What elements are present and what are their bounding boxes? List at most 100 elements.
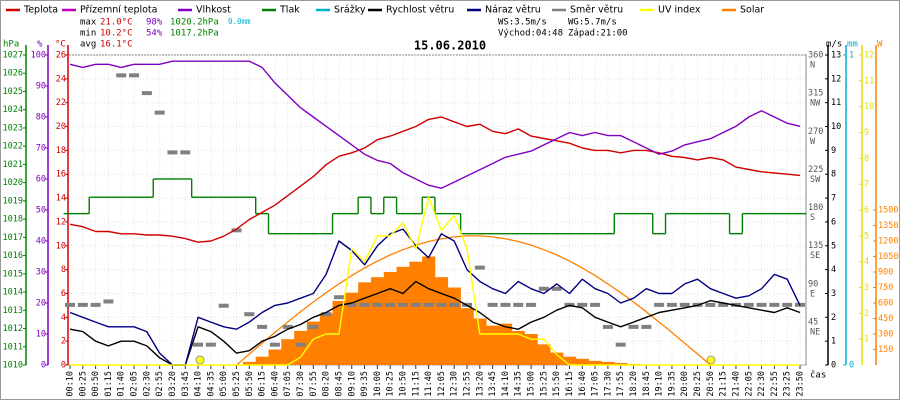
x-tick-label: 23:25 <box>783 371 793 397</box>
direction-compass-label: S <box>810 213 815 223</box>
x-tick-label: 08:20 <box>322 371 332 397</box>
x-tick-label: 07:30 <box>296 371 306 397</box>
direction-tick-label: 180 <box>808 203 823 213</box>
x-tick-label: 12:30 <box>450 371 460 397</box>
y-tick-label: 1012 <box>3 324 23 334</box>
y-tick-label: 900 <box>878 268 893 278</box>
direction-mark <box>718 302 729 307</box>
direction-tick-label: 135 <box>808 241 823 251</box>
direction-mark <box>269 342 280 347</box>
series-line <box>69 228 801 366</box>
y-tick-label: 90 <box>36 82 46 92</box>
y-tick-label: 1023 <box>3 123 23 133</box>
x-tick-label: 21:40 <box>731 371 741 397</box>
x-tick-label: 20:25 <box>693 371 703 397</box>
solar-clear-sky-line <box>236 235 711 366</box>
x-tick-label: 19:35 <box>667 371 677 397</box>
y-tick-label: 20 <box>56 122 66 132</box>
direction-mark <box>628 324 639 329</box>
y-tick-label: 10 <box>864 102 874 112</box>
y-tick-label: 600 <box>878 299 893 309</box>
series-line <box>69 60 801 189</box>
y-tick-label: 30 <box>36 268 46 278</box>
x-tick-label: 04:10 <box>194 371 204 397</box>
y-tick-label: 1020 <box>3 178 23 188</box>
direction-mark <box>77 302 88 307</box>
legend-label: Náraz větru <box>485 5 541 16</box>
x-tick-label: 10:25 <box>386 371 396 397</box>
y-tick-label: 1013 <box>3 306 23 316</box>
stat-hum: 54% <box>146 29 163 39</box>
x-tick-label: 11:15 <box>411 371 421 397</box>
solar-bar <box>319 313 333 365</box>
direction-mark <box>743 302 754 307</box>
wind-info: Západ:21:00 <box>568 29 628 39</box>
solar-bar <box>370 277 385 365</box>
y-tick-label: 1019 <box>3 196 23 206</box>
x-tick-label: 06:15 <box>258 371 268 397</box>
direction-mark <box>782 302 793 307</box>
x-tick-label: 17:30 <box>603 371 613 397</box>
x-tick-label: 03:45 <box>181 371 191 397</box>
y-tick-label: 10 <box>831 122 841 132</box>
stat-hum: 98% <box>146 18 163 28</box>
direction-mark <box>295 342 306 347</box>
direction-mark <box>346 302 357 307</box>
wind-info: Východ:04:48 <box>498 29 563 39</box>
y-tick-label: 4 <box>864 257 869 267</box>
stat-label: min <box>80 29 96 39</box>
data <box>63 60 807 366</box>
x-tick-label: 14:10 <box>501 371 511 397</box>
x-tick-label: 13:45 <box>488 371 498 397</box>
y-tick-label: 0 <box>41 361 46 371</box>
y-tick-label: 0 <box>849 361 854 371</box>
solar-bar <box>422 256 436 365</box>
solar-bar <box>563 356 577 365</box>
legend-label: Teplota <box>23 5 58 16</box>
x-tick-label: 22:30 <box>757 371 767 397</box>
y-tick-label: 2 <box>831 313 836 323</box>
y-tick-label: 1050 <box>878 252 898 262</box>
direction-mark <box>590 302 601 307</box>
y-tick-label: 6 <box>864 206 869 216</box>
direction-mark <box>321 312 332 317</box>
solar-bar <box>242 361 257 365</box>
axis-unit: hPa <box>3 40 19 50</box>
y-tick-label: 450 <box>878 314 893 324</box>
solar-bar <box>409 261 423 365</box>
direction-mark <box>756 302 767 307</box>
y-tick-label: 1018 <box>3 215 23 225</box>
solar-bar <box>537 344 551 365</box>
stat-pres: 1020.2hPa <box>170 18 219 28</box>
axis-unit: % <box>37 40 43 50</box>
x-tick-label: 05:50 <box>245 371 255 397</box>
direction-mark <box>397 302 408 307</box>
wind-info: WG:5.7m/s <box>568 18 617 28</box>
direction-mark <box>282 324 293 329</box>
solar-bar <box>435 277 449 365</box>
y-tick-label: 5 <box>831 241 836 251</box>
direction-mark <box>231 228 242 233</box>
axis-unit: W <box>877 40 883 50</box>
direction-mark <box>577 302 588 307</box>
x-tick-label: 12:55 <box>463 371 473 397</box>
direction-compass-label: SE <box>810 251 820 261</box>
y-tick-label: 7 <box>864 180 869 190</box>
x-tick-label: 22:55 <box>770 371 780 397</box>
solar-bar <box>473 318 487 365</box>
x-tick-label: 17:05 <box>591 371 601 397</box>
stat-rain: 0.0mm <box>228 17 251 26</box>
solar-bar <box>486 325 500 365</box>
solar-bar <box>588 360 602 365</box>
y-tick-label: 1 <box>831 337 836 347</box>
x-tick-label: 10:50 <box>398 371 408 397</box>
x-tick-label: 15:50 <box>552 371 562 397</box>
direction-mark <box>218 303 229 308</box>
direction-mark <box>666 302 677 307</box>
x-tick-label: 19:10 <box>655 371 665 397</box>
y-tick-label: 10 <box>36 330 46 340</box>
direction-compass-label: W <box>810 137 816 147</box>
y-tick-label: 8 <box>864 154 869 164</box>
y-tick-label: 60 <box>36 175 46 185</box>
y-tick-label: 1025 <box>3 87 23 97</box>
